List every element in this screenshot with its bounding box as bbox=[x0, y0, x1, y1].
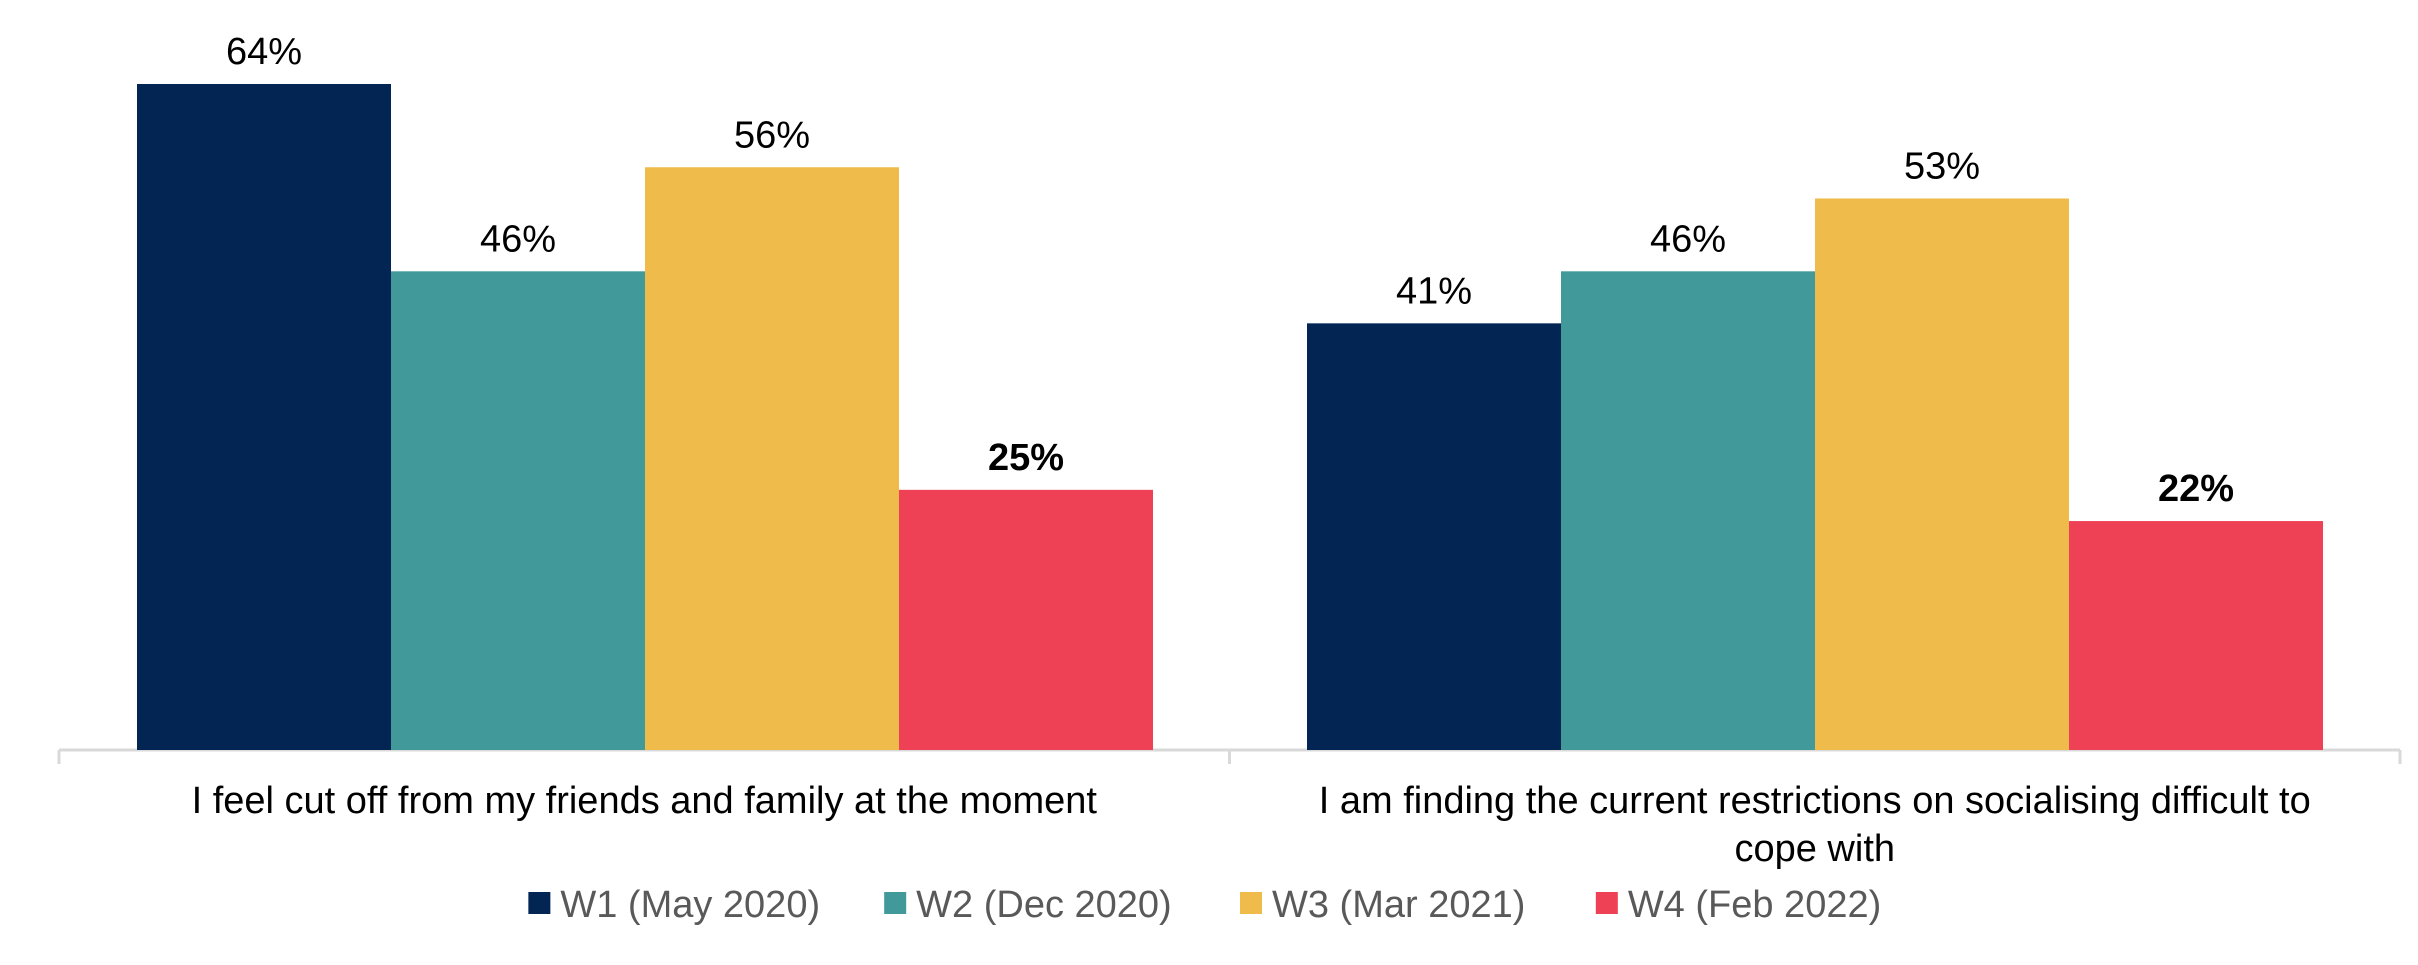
legend-label-2: W2 (Dec 2020) bbox=[916, 884, 1172, 926]
bar-4-1 bbox=[899, 489, 1153, 750]
bar-1-2 bbox=[1307, 323, 1561, 750]
data-label-1-2: 41% bbox=[1396, 270, 1472, 312]
bar-1-1 bbox=[137, 84, 391, 750]
data-label-4-1: 25% bbox=[988, 437, 1064, 479]
data-label-3-1: 56% bbox=[734, 114, 810, 156]
legend-swatch-4 bbox=[1595, 892, 1618, 914]
data-label-1-1: 64% bbox=[226, 31, 302, 73]
bar-3-2 bbox=[1815, 198, 2069, 750]
legend-label-3: W3 (Mar 2021) bbox=[1272, 884, 1525, 926]
data-label-3-2: 53% bbox=[1904, 145, 1980, 187]
category-label-2-line-1: I am finding the current restrictions on… bbox=[1319, 780, 2311, 822]
data-label-4-2: 22% bbox=[2158, 468, 2234, 510]
bar-2-2 bbox=[1561, 271, 1815, 750]
data-label-2-2: 46% bbox=[1650, 218, 1726, 260]
category-label-2-line-2: cope with bbox=[1734, 828, 1895, 870]
data-label-2-1: 46% bbox=[480, 218, 556, 260]
bar-2-1 bbox=[391, 271, 645, 750]
bar-4-2 bbox=[2069, 521, 2323, 750]
legend-swatch-3 bbox=[1240, 892, 1262, 914]
legend-label-4: W4 (Feb 2022) bbox=[1628, 884, 1881, 926]
legend-swatch-1 bbox=[528, 892, 551, 914]
legend-label-1: W1 (May 2020) bbox=[560, 884, 820, 926]
category-label-1: I feel cut off from my friends and famil… bbox=[192, 780, 1098, 822]
bar-3-1 bbox=[645, 167, 899, 750]
legend-swatch-2 bbox=[884, 892, 907, 914]
